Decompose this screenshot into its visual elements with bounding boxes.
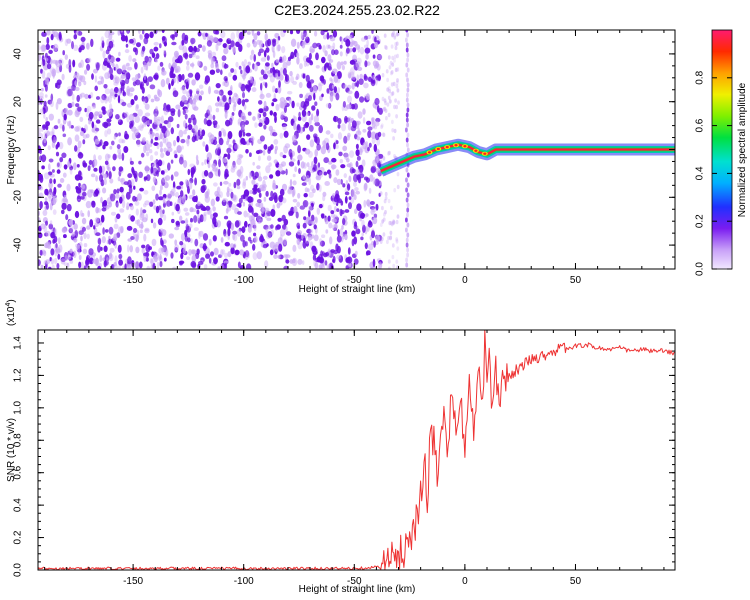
snr-ytick-label: 0.6 [13, 465, 24, 479]
spec-xtick-label: -100 [234, 275, 254, 286]
spec-ytick-label: -40 [13, 237, 24, 252]
snr-xtick-label: -150 [123, 576, 143, 587]
spec-ytick-label: 0 [13, 146, 24, 152]
spec-xtick-label: 50 [570, 275, 582, 286]
noise-speckle [38, 30, 400, 269]
colorbar-tick-label: 0.6 [695, 118, 706, 132]
spectrogram-panel: -150 -100 -50 0 50 -40 -20 0 20 40 Height of stra… [6, 29, 676, 295]
colorbar-gradient [711, 29, 733, 270]
snr-ytick-label: 0.4 [13, 498, 24, 512]
snr-ytick-label: 1.0 [13, 400, 24, 414]
colorbar: 0.0 0.2 0.4 0.6 0.8 Normalized spectral ampl… [695, 29, 748, 276]
spec-ytick-label: -20 [13, 190, 24, 205]
spec-xtick-label: -150 [123, 275, 143, 286]
snr-panel: -150 -100 -50 0 50 0.0 0.2 0.4 0.6 0.8 1.0 1.2 1.4 H… [5, 299, 676, 595]
snr-series-line [38, 330, 675, 570]
snr-ytick-label: 0.8 [13, 433, 24, 447]
snr-axes: -150 -100 -50 0 50 0.0 0.2 0.4 0.6 0.8 1.0 1.2 1.4 [13, 330, 675, 587]
snr-xlabel: Height of straight line (km) [299, 584, 416, 595]
colorbar-tick-label: 0.4 [695, 166, 706, 180]
spectrogram-ylabel: Frequency (Hz) [6, 116, 17, 185]
colorbar-label: Normalized spectral amplitude [737, 82, 748, 217]
snr-content [38, 330, 675, 570]
spec-xtick-label: -50 [347, 275, 362, 286]
scatter-column [405, 30, 410, 268]
spectrogram-xlabel: Height of straight line (km) [299, 284, 416, 295]
colorbar-tick-label: 0.2 [695, 214, 706, 228]
snr-frame [37, 329, 676, 571]
spec-ytick-label: 40 [13, 48, 24, 60]
signal-blobs [426, 143, 488, 156]
snr-ytick-label: 0.2 [13, 530, 24, 544]
snr-xtick-label: -100 [234, 576, 254, 587]
snr-xtick-label: -50 [347, 576, 362, 587]
spec-xtick-label: 0 [462, 275, 468, 286]
spec-ytick-label: 20 [13, 96, 24, 108]
snr-ytick-label: 1.2 [13, 368, 24, 382]
colorbar-tick-label: 0.0 [695, 262, 706, 276]
snr-ytick-label: 0.0 [13, 563, 24, 577]
snr-xtick-label: 0 [462, 576, 468, 587]
snr-ytick-label: 1.4 [13, 336, 24, 350]
snr-multiplier: (x104) [5, 299, 17, 326]
spectrogram-content [38, 30, 675, 269]
colorbar-tick-label: 0.8 [695, 70, 706, 84]
snr-xtick-label: 50 [570, 576, 582, 587]
spectrogram-axes: -150 -100 -50 0 50 -40 -20 0 20 40 [13, 29, 675, 286]
snr-ylabel: SNR (10 * v/v) [6, 418, 17, 482]
signal-core [380, 143, 675, 173]
colorbar-ticks: 0.0 0.2 0.4 0.6 0.8 [695, 70, 732, 276]
snr-plot-area [38, 330, 675, 570]
chart-title: C2E3.2024.255.23.02.R22 [274, 2, 440, 18]
